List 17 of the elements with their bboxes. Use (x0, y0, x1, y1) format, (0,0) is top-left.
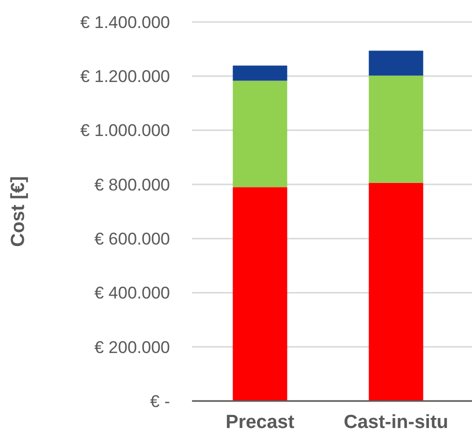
y-tick-label: € 1.200.000 (80, 67, 170, 86)
bar (232, 187, 288, 401)
y-tick-label: € 800.000 (94, 175, 170, 194)
y-tick-label: € 200.000 (94, 338, 170, 357)
bar (368, 50, 424, 76)
x-tick-label: Cast-in-situ (344, 412, 448, 433)
bar (368, 182, 424, 401)
y-axis-title: Cost [€] (8, 176, 29, 247)
bar (368, 76, 424, 183)
y-tick-label: € 400.000 (94, 284, 170, 303)
x-tick-label: Precast (226, 412, 295, 433)
y-tick-label: € - (150, 392, 170, 411)
y-tick-label: € 1.400.000 (80, 12, 170, 32)
y-tick-label: € 1.000.000 (80, 121, 170, 140)
bar (232, 80, 288, 188)
y-tick-label: € 600.000 (94, 230, 170, 249)
bar (232, 66, 288, 81)
